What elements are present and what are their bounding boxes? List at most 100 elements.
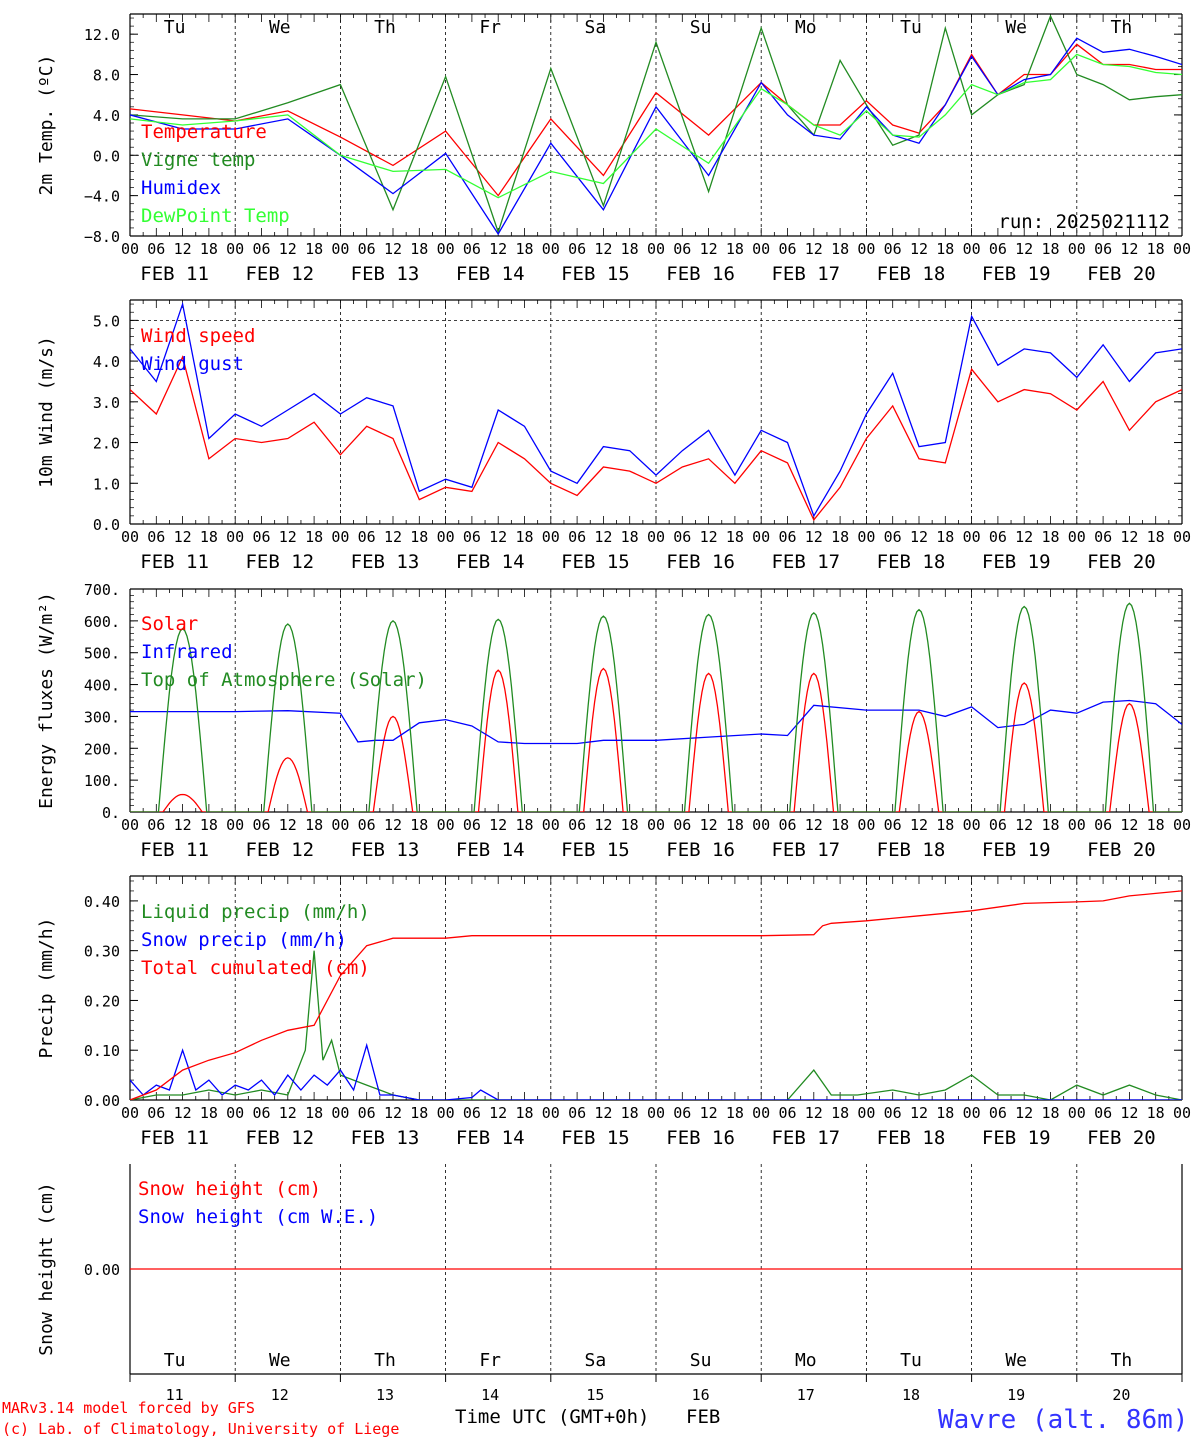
panel-temperature: 00 06 12 18 00 06 12 18 00 06 12 18 00 06 12 18 00 06 12 18… [36, 13, 1191, 285]
hour-tick-label: 12 [805, 816, 823, 834]
hour-tick-label: 18 [410, 528, 428, 546]
date-label: FEB 15 [561, 1127, 630, 1149]
hour-tick-label: 06 [358, 528, 376, 546]
hour-tick-label: 12 [594, 528, 612, 546]
hour-tick-label: 18 [936, 528, 954, 546]
hour-tick-label: 00 [331, 528, 349, 546]
hour-tick-label: 06 [358, 1104, 376, 1122]
hour-tick-label: 18 [936, 816, 954, 834]
hour-tick-label: 00 [437, 240, 455, 258]
date-label: FEB 20 [1087, 263, 1156, 285]
day-number-label: 15 [586, 1386, 604, 1404]
hour-tick-label: 18 [305, 1104, 323, 1122]
legend-entry: Snow height (cm W.E.) [138, 1206, 378, 1228]
hour-tick-label: 12 [910, 240, 928, 258]
day-number-label: 18 [902, 1386, 920, 1404]
hour-tick-label: 12 [1015, 528, 1033, 546]
legend-entry: DewPoint Temp [141, 205, 290, 227]
hour-tick-label: 18 [831, 816, 849, 834]
weekday-label: Mo [795, 1350, 817, 1371]
hour-tick-label: 18 [831, 528, 849, 546]
legend-entry: Infrared [141, 641, 233, 663]
hour-tick-label: 12 [489, 240, 507, 258]
series-group [130, 14, 1182, 236]
hour-tick-label: 06 [252, 1104, 270, 1122]
hour-tick-label: 06 [673, 1104, 691, 1122]
day-number-label: 19 [1007, 1386, 1025, 1404]
hour-tick-label: 06 [778, 528, 796, 546]
date-label: FEB 12 [245, 263, 314, 285]
hour-tick-label: 12 [805, 240, 823, 258]
date-label: FEB 13 [351, 839, 420, 861]
panel-precip: 00 06 12 18 00 06 12 18 00 06 12 18 00 06 12 18 00 06 12 18… [36, 875, 1191, 1149]
hour-tick-label: 18 [515, 528, 533, 546]
series-line-snow-precip-mm-h- [130, 1042, 1182, 1100]
date-label: FEB 15 [561, 551, 630, 573]
weekday-label: Th [1111, 1350, 1133, 1371]
hour-tick-label: 12 [489, 816, 507, 834]
hour-tick-label: 18 [305, 240, 323, 258]
hour-tick-label: 12 [594, 816, 612, 834]
hour-tick-label: 12 [384, 1104, 402, 1122]
y-tick-label: 300. [84, 708, 120, 726]
y-tick-label: 3.0 [93, 394, 120, 412]
legend-entry: Vigne temp [141, 149, 255, 171]
series-line-solar [130, 667, 1182, 812]
hour-tick-label: 12 [279, 528, 297, 546]
hour-tick-label: 18 [621, 1104, 639, 1122]
hour-tick-label: 06 [884, 240, 902, 258]
date-label: FEB 12 [245, 1127, 314, 1149]
hour-tick-label: 00 [1068, 1104, 1086, 1122]
hour-tick-label: 06 [568, 240, 586, 258]
hour-tick-label: 06 [989, 528, 1007, 546]
y-tick-label: 200. [84, 740, 120, 758]
hour-tick-label: 06 [778, 240, 796, 258]
legend-entry: Wind gust [141, 353, 244, 375]
series-line-dewpoint-temp [130, 53, 1182, 199]
hour-tick-label: 06 [147, 816, 165, 834]
series-line-wind-gust [130, 301, 1182, 518]
weekday-label: Tu [164, 17, 186, 38]
hour-tick-label: 12 [910, 1104, 928, 1122]
hour-tick-label: 12 [1015, 240, 1033, 258]
hour-tick-label: 00 [647, 816, 665, 834]
hour-tick-label: 00 [752, 1104, 770, 1122]
hour-tick-label: 00 [121, 528, 139, 546]
hour-tick-label: 00 [857, 816, 875, 834]
hour-tick-label: 00 [963, 1104, 981, 1122]
hour-tick-label: 06 [568, 816, 586, 834]
legend-entry: Snow precip (mm/h) [141, 929, 347, 951]
model-credit: MARv3.14 model forced by GFS [2, 1399, 255, 1417]
hour-tick-label: 00 [331, 816, 349, 834]
day-number-label: 16 [692, 1386, 710, 1404]
y-axis-label: Snow height (cm) [36, 1182, 57, 1355]
y-tick-label: 4.0 [93, 353, 120, 371]
hour-tick-label: 00 [1173, 528, 1191, 546]
hour-tick-label: 18 [515, 816, 533, 834]
hour-tick-label: 18 [936, 1104, 954, 1122]
hour-tick-label: 06 [358, 240, 376, 258]
hour-tick-label: 12 [384, 528, 402, 546]
hour-tick-label: 12 [384, 240, 402, 258]
hour-tick-label: 06 [252, 816, 270, 834]
date-label: FEB 14 [456, 839, 525, 861]
hour-tick-label: 18 [831, 1104, 849, 1122]
hour-tick-label: 06 [147, 240, 165, 258]
date-label: FEB 17 [771, 263, 840, 285]
hour-tick-label: 12 [174, 816, 192, 834]
hour-tick-label: 00 [1173, 240, 1191, 258]
hour-tick-label: 18 [621, 816, 639, 834]
time-axis-label: Time UTC (GMT+0h) [455, 1406, 649, 1428]
panel-wind: 00 06 12 18 00 06 12 18 00 06 12 18 00 06 12 18 00 06 12 18… [36, 299, 1191, 573]
lab-credit: (c) Lab. of Climatology, University of L… [2, 1420, 399, 1438]
series-line-infrared [130, 699, 1182, 745]
hour-tick-label: 06 [147, 1104, 165, 1122]
day-number-label: 12 [271, 1386, 289, 1404]
hour-tick-label: 12 [174, 528, 192, 546]
hour-tick-label: 00 [752, 816, 770, 834]
date-label: FEB 18 [877, 263, 946, 285]
hour-tick-label: 12 [279, 240, 297, 258]
hour-tick-label: 18 [1147, 528, 1165, 546]
hour-tick-label: 18 [515, 240, 533, 258]
day-number-label: 20 [1112, 1386, 1130, 1404]
